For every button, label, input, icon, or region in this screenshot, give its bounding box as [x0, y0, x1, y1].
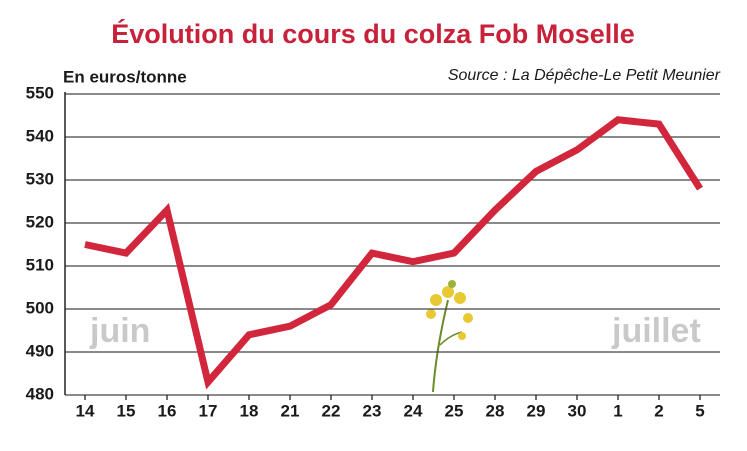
y-tick-label: 530	[26, 169, 54, 188]
line	[84, 116, 703, 390]
y-tick-label: 490	[26, 341, 54, 360]
x-tick-label: 22	[322, 401, 341, 420]
y-tick-label: 480	[26, 384, 54, 403]
y-tick-label: 500	[26, 298, 54, 317]
x-tick-label: 30	[568, 401, 587, 420]
chart-title: Évolution du cours du colza Fob Moselle	[111, 18, 635, 49]
source: Source : La Dépêche-Le Petit Meunier	[448, 67, 721, 84]
x-tick-label: 14	[76, 401, 95, 420]
x-tick-label: 24	[404, 401, 423, 420]
x-tick-label: 1	[613, 401, 622, 420]
y-tick-label: 510	[26, 255, 54, 274]
x-tick-label: 25	[445, 401, 464, 420]
flower	[426, 280, 473, 393]
x-tick-label: 16	[158, 401, 177, 420]
x-tick-label: 18	[240, 401, 259, 420]
x-tick-label: 15	[117, 401, 136, 420]
x-tick-label: 2	[654, 401, 663, 420]
y-tick-label: 520	[26, 212, 54, 231]
y-tick-label: 550	[26, 83, 54, 102]
x-tick-label: 23	[363, 401, 382, 420]
annotation: juin	[89, 312, 150, 350]
x-tick-label: 5	[695, 401, 704, 420]
x-tick-label: 28	[486, 401, 505, 420]
x-tick-label: 17	[199, 401, 218, 420]
y-tick-label: 540	[26, 126, 54, 145]
x-tick-label: 21	[281, 401, 300, 420]
annotation: juillet	[611, 312, 701, 350]
x-tick-label: 29	[527, 401, 546, 420]
y-axis-label: En euros/tonne	[63, 67, 187, 86]
